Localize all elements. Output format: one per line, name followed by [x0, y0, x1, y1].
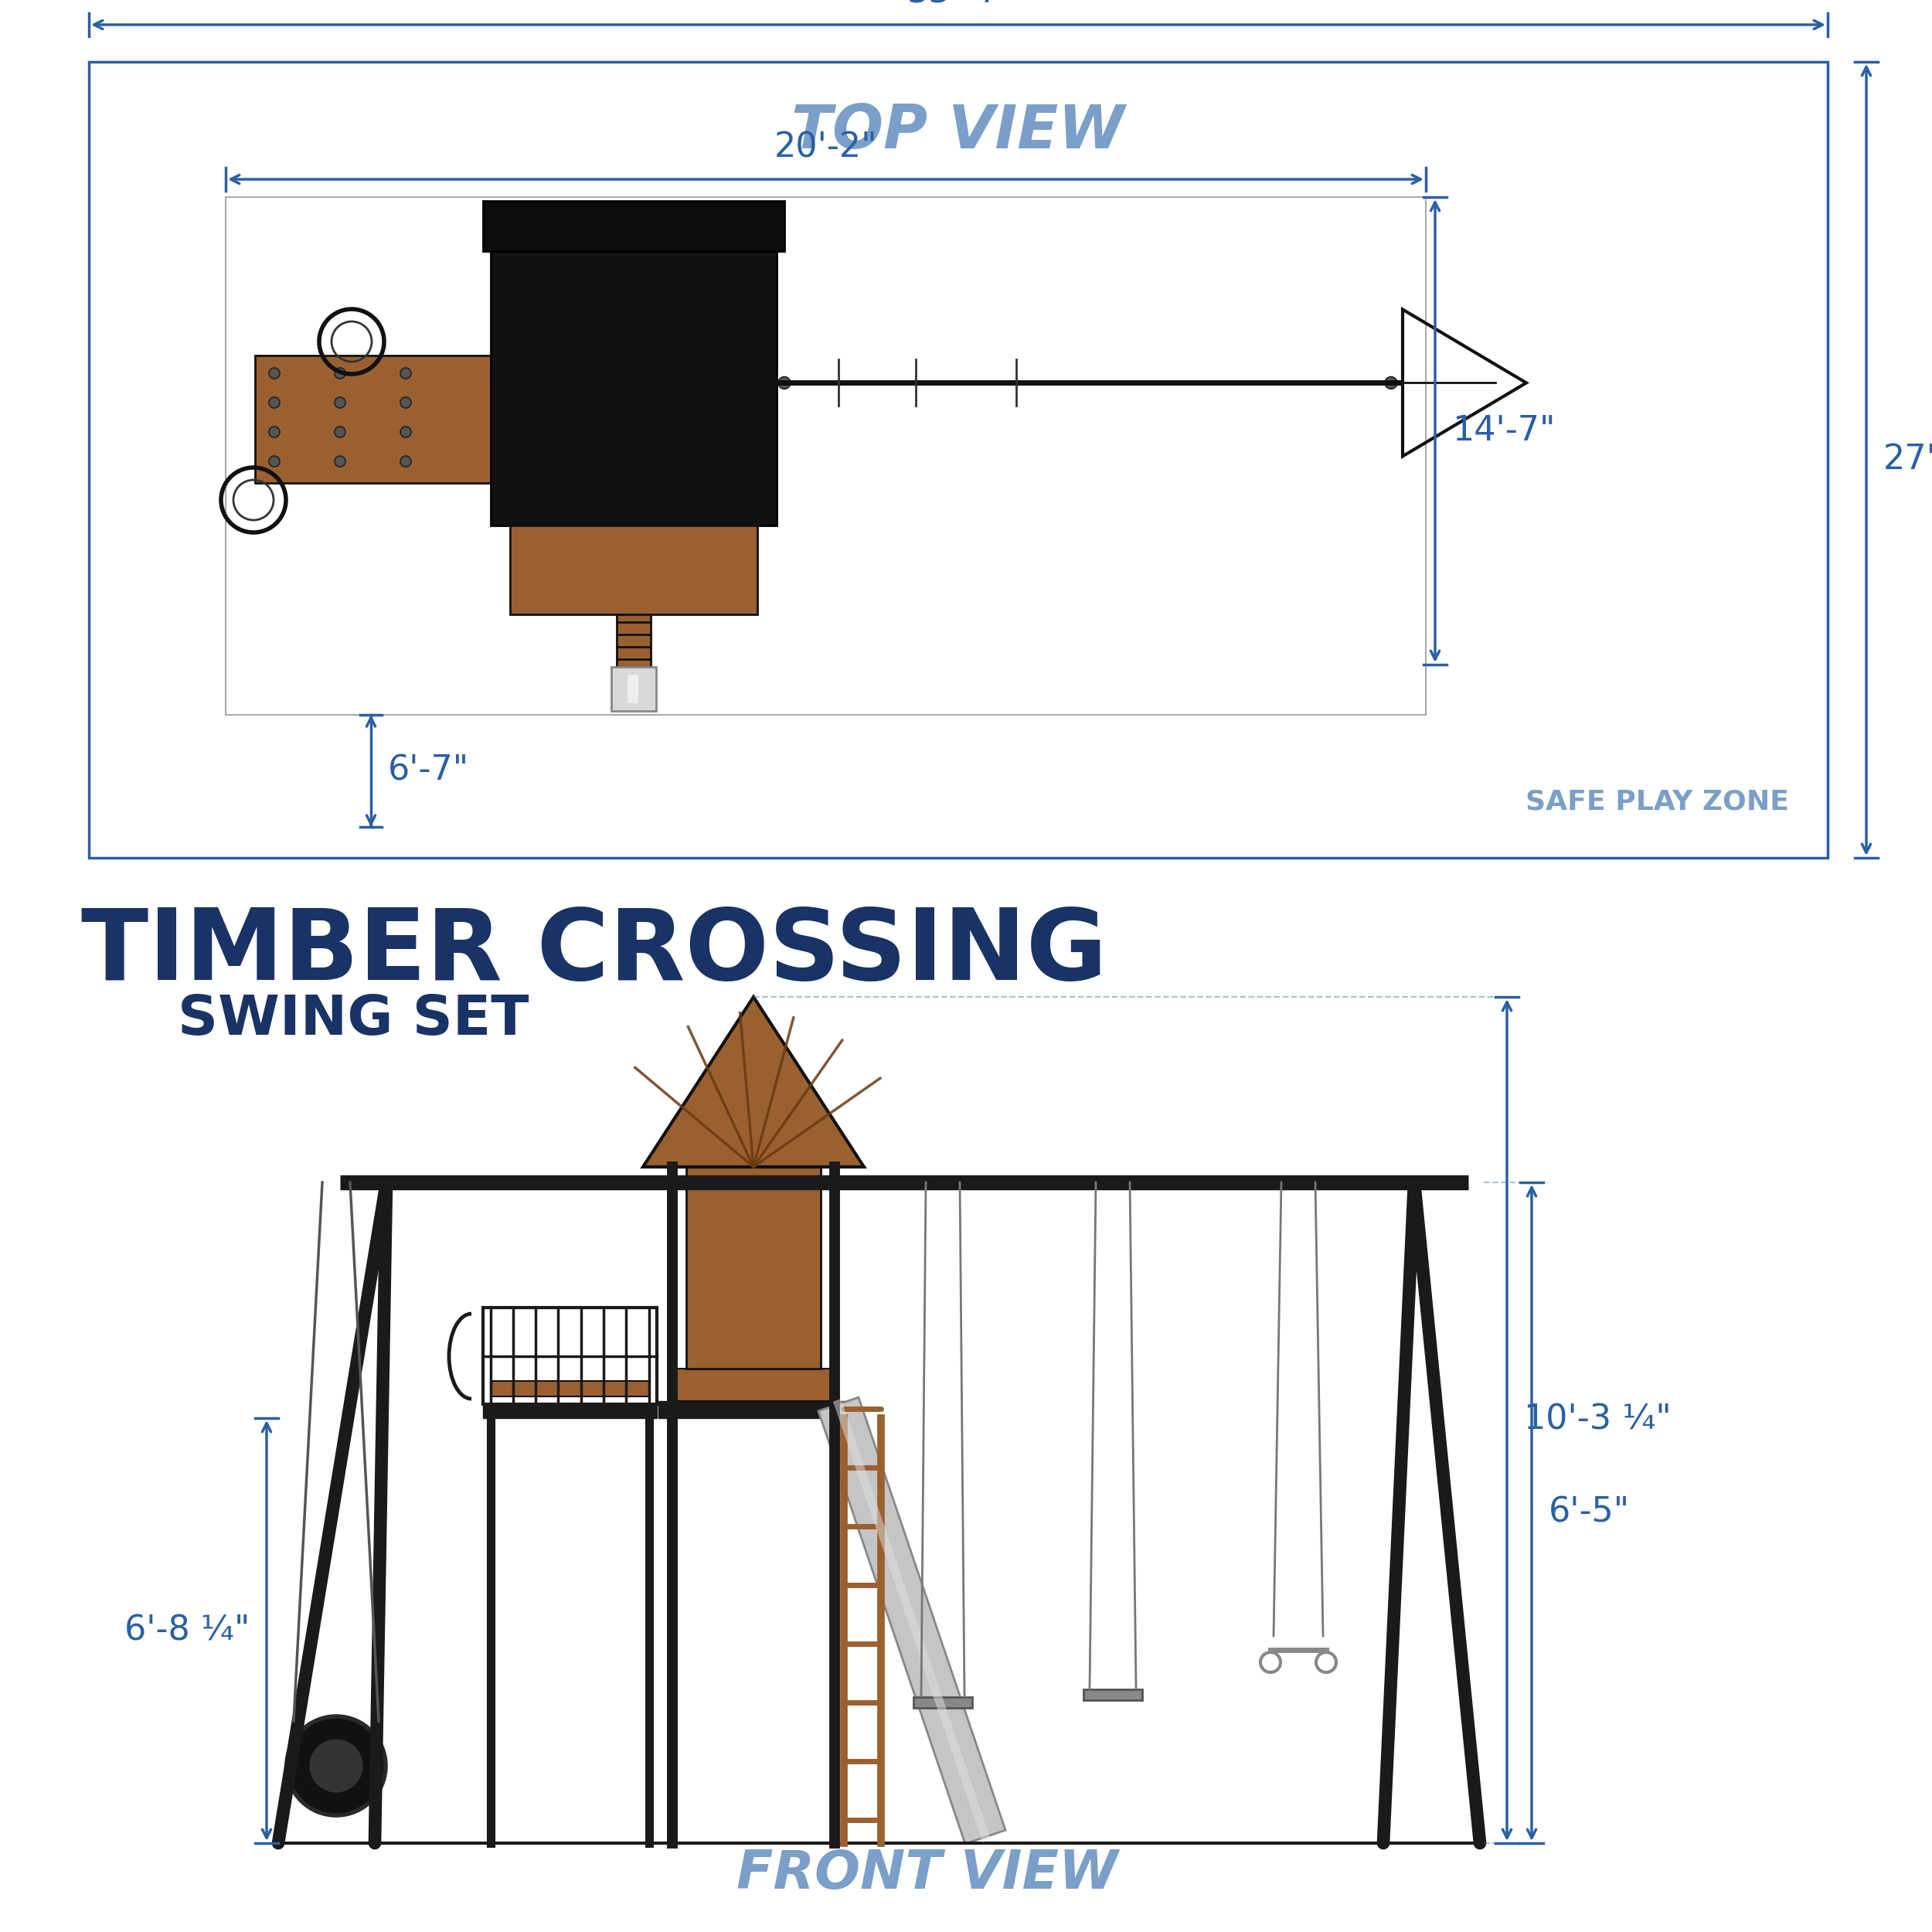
- Bar: [226, 197, 1426, 715]
- Bar: [483, 1308, 657, 1405]
- Text: 6'-8 ¼": 6'-8 ¼": [124, 1613, 249, 1648]
- Bar: [628, 674, 638, 703]
- Circle shape: [334, 427, 346, 437]
- Bar: [686, 1167, 821, 1368]
- Text: FRONT VIEW: FRONT VIEW: [736, 1847, 1119, 1899]
- Circle shape: [334, 456, 346, 468]
- Circle shape: [309, 1739, 363, 1793]
- Bar: [483, 1405, 657, 1418]
- Circle shape: [334, 367, 346, 379]
- Text: 20'-2": 20'-2": [775, 131, 877, 164]
- Text: 6'-7": 6'-7": [388, 753, 469, 788]
- Circle shape: [286, 1716, 386, 1816]
- Bar: [495, 375, 518, 464]
- Circle shape: [269, 367, 280, 379]
- Bar: [1084, 1689, 1142, 1700]
- Bar: [659, 1401, 848, 1418]
- Bar: [255, 355, 495, 483]
- Text: 6'-5": 6'-5": [1549, 1495, 1631, 1530]
- Circle shape: [400, 427, 412, 437]
- Text: SAFE PLAY ZONE: SAFE PLAY ZONE: [1526, 788, 1789, 815]
- Text: TIMBER CROSSING: TIMBER CROSSING: [81, 904, 1107, 1001]
- Circle shape: [400, 456, 412, 468]
- Polygon shape: [643, 997, 864, 1167]
- Circle shape: [400, 398, 412, 408]
- Bar: [616, 614, 651, 667]
- Bar: [611, 667, 657, 711]
- Text: 27'-9": 27'-9": [1884, 442, 1932, 477]
- Bar: [510, 526, 757, 614]
- Bar: [89, 62, 1828, 858]
- Circle shape: [269, 398, 280, 408]
- Text: 10'-3 ¼": 10'-3 ¼": [1524, 1403, 1671, 1437]
- Circle shape: [334, 398, 346, 408]
- Text: TOP VIEW: TOP VIEW: [792, 102, 1124, 160]
- Bar: [491, 1381, 649, 1397]
- Text: SWING SET: SWING SET: [178, 993, 529, 1047]
- Circle shape: [269, 456, 280, 468]
- Bar: [914, 1696, 972, 1708]
- Text: 14'-7": 14'-7": [1453, 413, 1555, 448]
- Bar: [483, 201, 784, 251]
- Circle shape: [269, 427, 280, 437]
- Polygon shape: [819, 1397, 1005, 1843]
- Circle shape: [779, 377, 790, 388]
- Circle shape: [400, 367, 412, 379]
- Bar: [676, 1368, 831, 1401]
- Bar: [491, 251, 777, 526]
- Text: 33'-4": 33'-4": [906, 0, 1010, 10]
- Circle shape: [1385, 377, 1397, 388]
